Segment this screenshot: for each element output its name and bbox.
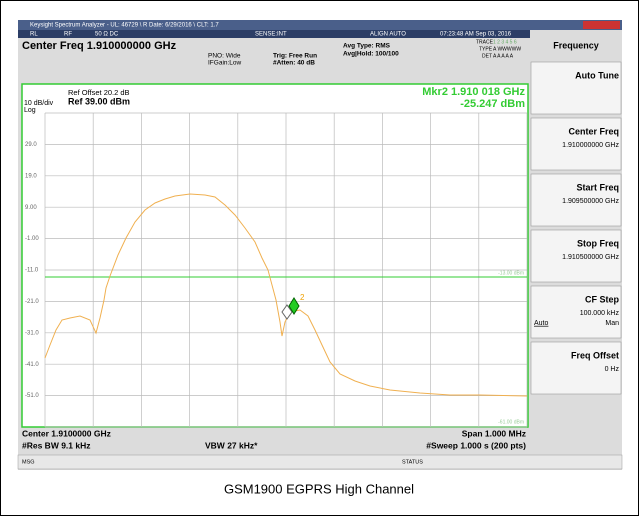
softkey-value: 1.910000000 GHz: [562, 142, 619, 149]
pno: PNO: Wide: [208, 53, 241, 60]
plot-area: [21, 83, 529, 428]
marker-2: [288, 297, 300, 315]
msg: MSG: [22, 459, 35, 465]
atten: #Atten: 40 dB: [273, 60, 315, 67]
softkey-value: 1.910500000 GHz: [562, 254, 619, 261]
y-tick-label: 29.0: [25, 142, 37, 148]
title-text: Keysight Spectrum Analyzer - UL: 46729 \…: [30, 23, 219, 29]
avg-type: Avg Type: RMS: [343, 43, 391, 50]
type: TYPE: [479, 46, 493, 52]
y-tick-label: -21.0: [25, 299, 39, 305]
marker-1: [281, 304, 293, 320]
softkey[interactable]: [530, 173, 622, 227]
softkey-label: Start Freq: [576, 182, 619, 192]
footer-rbw: #Res BW 9.1 kHz: [22, 440, 91, 450]
y-tick-label: -31.0: [25, 330, 39, 336]
marker-freq: Mkr2 1.910 018 GHz: [422, 86, 525, 98]
trig: Trig: Free Run: [273, 53, 317, 60]
footer-vbw: VBW 27 kHz*: [205, 440, 258, 450]
align: ALIGN AUTO: [370, 32, 406, 38]
softkey-auto: Auto: [534, 320, 549, 327]
footer-span: Span 1.000 MHz: [462, 428, 526, 438]
title-bar: [18, 20, 622, 30]
softkey-value: 100.000 kHz: [580, 310, 620, 317]
softkey[interactable]: [530, 341, 622, 395]
footer-center: Center 1.9100000 GHz: [22, 428, 111, 438]
softkey-value: 1.909500000 GHz: [562, 198, 619, 205]
y-tick-label: 19.0: [25, 173, 37, 179]
softkey-label: Auto Tune: [575, 70, 619, 80]
softkey-value: 0 Hz: [605, 366, 620, 373]
trace-nums: 1 2 3 4 5 6: [493, 39, 517, 45]
coupling: 50 Ω DC: [95, 32, 119, 38]
avg-hold: Avg|Hold: 100/100: [343, 51, 399, 58]
det-val: A A A A A: [493, 53, 514, 59]
bottom-label: -61.00 dBm: [498, 419, 524, 425]
softkey-label: Center Freq: [568, 126, 619, 136]
type-val: A WWWWW: [493, 46, 521, 52]
window-buttons[interactable]: [583, 21, 620, 29]
softkey-label: Stop Freq: [577, 238, 619, 248]
softkey[interactable]: [530, 285, 622, 339]
ifgain: IFGain:Low: [208, 60, 242, 67]
det: DET: [482, 53, 492, 59]
y-tick-label: -11.0: [25, 268, 39, 274]
softkey-label: Freq Offset: [571, 350, 619, 360]
y-tick-label: -1.00: [25, 236, 39, 242]
marker-level: -25.247 dBm: [460, 98, 525, 110]
softkey[interactable]: [530, 229, 622, 283]
menu-title: Frequency: [553, 40, 599, 50]
rf: RF: [64, 32, 72, 38]
y-tick-label: 9.00: [25, 205, 37, 211]
ref-offset: Ref Offset 20.2 dB: [68, 88, 130, 97]
status-bar: [17, 454, 623, 470]
time: 07:23:48 AM Sep 03, 2016: [440, 32, 512, 38]
status-row: [18, 30, 530, 38]
status: STATUS: [402, 459, 423, 465]
trace-line: [44, 193, 528, 397]
y-tick-label: -51.0: [25, 393, 39, 399]
footer-sweep: #Sweep 1.000 s (200 pts): [426, 440, 526, 450]
sense: SENSE:INT: [255, 32, 287, 38]
softkey-man: Man: [605, 320, 619, 327]
caption: GSM1900 EGPRS High Channel: [224, 481, 414, 496]
rl: RL: [30, 32, 38, 38]
marker-id: 2: [300, 293, 305, 302]
softkey[interactable]: [530, 117, 622, 171]
softkey[interactable]: [530, 61, 622, 115]
center-freq: Center Freq 1.910000000 GHz: [22, 40, 177, 52]
log: Log: [24, 107, 36, 114]
trace: TRACE: [476, 39, 494, 45]
scale: 10 dB/div: [24, 100, 54, 107]
softkey-label: CF Step: [585, 294, 620, 304]
ref-level: Ref 39.00 dBm: [68, 96, 130, 106]
limit-label: -13.00 dBm: [498, 270, 524, 276]
y-tick-label: -41.0: [25, 362, 39, 368]
